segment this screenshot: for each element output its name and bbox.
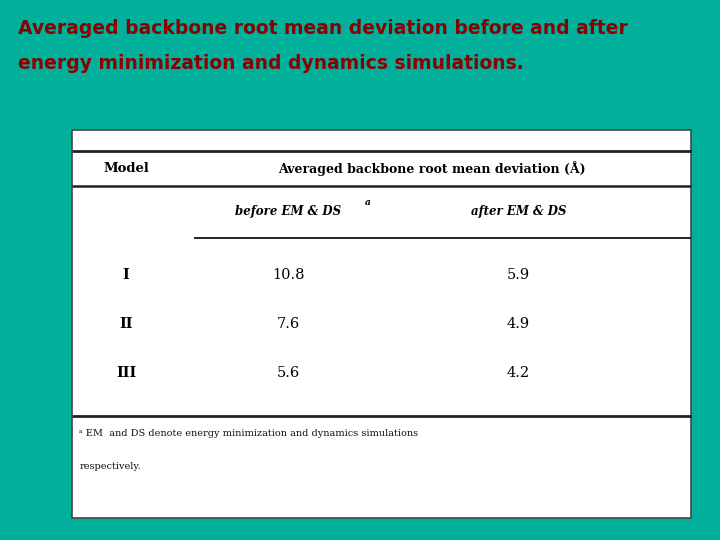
Text: after EM & DS: after EM & DS — [471, 205, 566, 219]
Text: 4.9: 4.9 — [507, 317, 530, 331]
Text: respectively.: respectively. — [79, 462, 141, 471]
Text: 4.2: 4.2 — [507, 366, 530, 380]
Text: Averaged backbone root mean deviation (Å): Averaged backbone root mean deviation (Å… — [278, 161, 586, 176]
Text: energy minimization and dynamics simulations.: energy minimization and dynamics simulat… — [18, 54, 523, 73]
Text: 10.8: 10.8 — [271, 268, 305, 282]
Text: I: I — [122, 268, 130, 282]
Text: 7.6: 7.6 — [276, 317, 300, 331]
Text: Averaged backbone root mean deviation before and after: Averaged backbone root mean deviation be… — [18, 19, 628, 38]
Text: before EM & DS: before EM & DS — [235, 205, 341, 219]
Text: a: a — [365, 198, 371, 207]
Text: ᵃ EM  and DS denote energy minimization and dynamics simulations: ᵃ EM and DS denote energy minimization a… — [79, 429, 418, 438]
Text: II: II — [120, 317, 132, 331]
Text: 5.9: 5.9 — [507, 268, 530, 282]
FancyBboxPatch shape — [72, 130, 691, 518]
Text: 5.6: 5.6 — [276, 366, 300, 380]
Text: III: III — [116, 366, 136, 380]
Text: Model: Model — [103, 162, 149, 176]
